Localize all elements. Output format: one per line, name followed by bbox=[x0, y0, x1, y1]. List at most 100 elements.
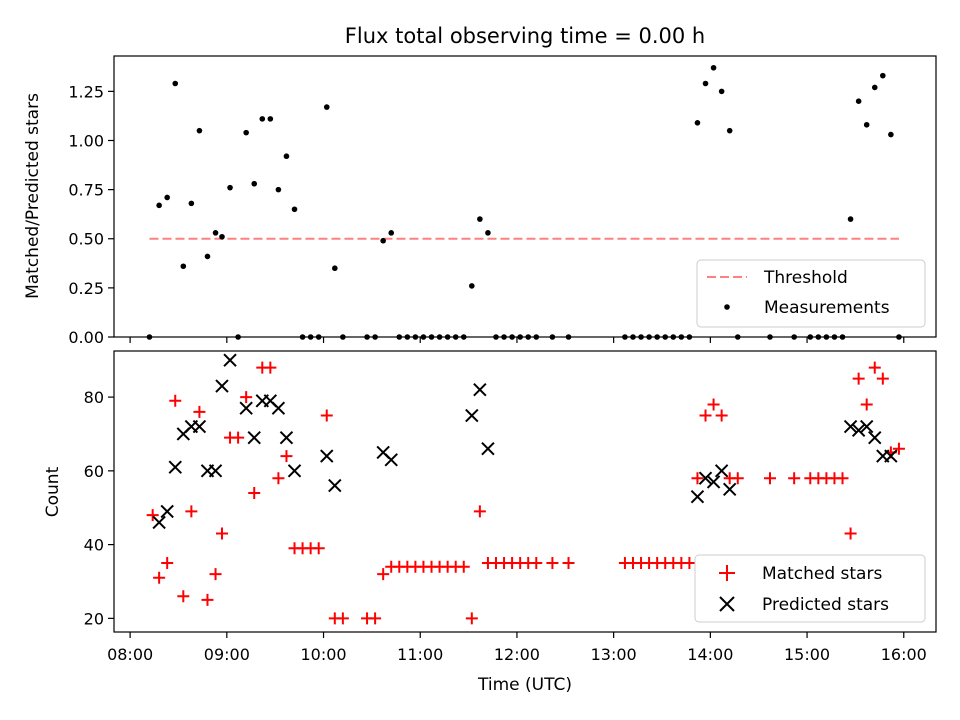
predicted-star-marker bbox=[722, 482, 737, 496]
predicted-star-marker bbox=[859, 419, 874, 434]
predicted-star-marker bbox=[465, 408, 479, 423]
matched-star-marker bbox=[562, 557, 575, 570]
matched-star-marker bbox=[153, 571, 166, 584]
measurement-point bbox=[180, 263, 187, 270]
measurement-point bbox=[196, 127, 203, 134]
matched-star-marker bbox=[177, 590, 190, 603]
x-tick-label: 12:00 bbox=[494, 645, 540, 664]
matched-star-marker bbox=[868, 361, 881, 374]
matched-star-marker bbox=[193, 405, 206, 418]
predicted-star-marker bbox=[473, 383, 487, 397]
measurement-point bbox=[718, 88, 725, 95]
measurement-point bbox=[388, 230, 395, 236]
predicted-star-marker bbox=[320, 449, 334, 463]
top-y-tick-label: 1.00 bbox=[68, 131, 104, 150]
bottom-legend-box bbox=[694, 554, 926, 623]
x-axis-label: Time (UTC) bbox=[477, 675, 572, 695]
matched-star-marker bbox=[691, 472, 704, 485]
predicted-star-marker bbox=[239, 401, 253, 415]
measurement-point bbox=[469, 283, 475, 289]
top-axes-ticks: 0.00 0.25 0.50 0.75 1.00 1.25 bbox=[68, 82, 905, 347]
matched-star-marker bbox=[763, 472, 776, 485]
top-y-tick-label: 0.75 bbox=[68, 181, 104, 200]
predicted-star-marker bbox=[884, 449, 898, 463]
bottom-y-tick-label: 80 bbox=[84, 388, 104, 407]
predicted-star-marker bbox=[851, 423, 866, 437]
measurement-point bbox=[380, 237, 386, 244]
matched-star-marker bbox=[161, 557, 174, 570]
matched-star-marker bbox=[715, 409, 728, 422]
matched-star-marker bbox=[731, 472, 744, 485]
matched-star-marker bbox=[146, 509, 159, 522]
ratio-panel: Flux total observing time = 0.00 h Match… bbox=[23, 24, 937, 347]
measurement-point bbox=[156, 202, 162, 209]
top-y-tick-label: 0.00 bbox=[68, 328, 104, 347]
measurement-point bbox=[243, 129, 249, 136]
predicted-star-marker bbox=[160, 504, 174, 519]
predicted-stars-layer bbox=[152, 353, 898, 530]
bottom-y-tick-label: 20 bbox=[84, 609, 104, 628]
measurement-point bbox=[855, 98, 862, 104]
top-legend-box bbox=[696, 259, 926, 328]
measurement-point bbox=[332, 265, 338, 272]
predicted-star-marker bbox=[690, 489, 705, 504]
measurement-point bbox=[880, 72, 886, 79]
matched-star-marker bbox=[240, 391, 253, 404]
matched-star-marker bbox=[336, 612, 349, 625]
measurement-point bbox=[251, 180, 258, 187]
measurement-point bbox=[694, 120, 701, 126]
predicted-star-marker bbox=[208, 464, 223, 478]
predicted-star-marker bbox=[328, 478, 342, 493]
predicted-star-marker bbox=[247, 430, 261, 445]
bottom-axes-ticks: 20 40 60 80 08:00 09:00 10:00 11:00 12:00 13:00 14… bbox=[84, 388, 927, 664]
measurement-point bbox=[275, 186, 282, 193]
predicted-star-marker bbox=[698, 471, 713, 485]
predicted-legend-swatch bbox=[719, 596, 735, 612]
predicted-star-marker bbox=[192, 419, 207, 434]
matched-star-marker bbox=[465, 612, 478, 625]
measurement-point bbox=[871, 84, 878, 91]
matched-star-marker bbox=[860, 398, 873, 411]
x-tick-label: 14:00 bbox=[687, 645, 733, 664]
matched-star-marker bbox=[457, 560, 470, 573]
matched-star-marker bbox=[280, 450, 293, 463]
measurement-point bbox=[847, 216, 854, 222]
predicted-star-marker bbox=[384, 453, 398, 467]
x-tick-label: 16:00 bbox=[881, 645, 927, 664]
matched-star-marker bbox=[876, 372, 889, 385]
matched-star-marker bbox=[272, 472, 285, 485]
predicted-star-marker bbox=[271, 401, 286, 415]
measurement-point bbox=[164, 194, 170, 201]
count-panel: Count Time (UTC) 20 40 60 80 08:00 09:00 10:00… bbox=[43, 350, 937, 695]
matched-star-marker bbox=[369, 612, 382, 625]
matched-star-marker bbox=[707, 398, 720, 411]
matched-star-marker bbox=[312, 542, 325, 555]
predicted-star-marker bbox=[168, 460, 182, 474]
matched-star-marker bbox=[209, 568, 222, 581]
matched-star-marker bbox=[892, 442, 905, 455]
matched-star-marker bbox=[788, 472, 801, 485]
top-legend: Threshold Measurements bbox=[696, 259, 926, 328]
top-y-axis-label: Matched/Predicted stars bbox=[23, 93, 43, 299]
top-y-tick-label: 0.50 bbox=[68, 230, 104, 249]
threshold-legend-label: Threshold bbox=[763, 268, 848, 288]
predicted-star-marker bbox=[706, 475, 721, 489]
matched-star-marker bbox=[473, 505, 486, 518]
bottom-y-tick-label: 60 bbox=[84, 462, 104, 481]
x-tick-label: 11:00 bbox=[397, 645, 443, 664]
matched-star-marker bbox=[546, 557, 559, 570]
measurement-point bbox=[477, 216, 483, 222]
x-tick-label: 08:00 bbox=[107, 645, 153, 664]
matched-star-marker bbox=[215, 527, 228, 540]
measurement-point bbox=[485, 230, 491, 236]
measurement-point bbox=[888, 131, 894, 138]
matched-star-marker bbox=[185, 505, 198, 518]
top-axes-frame bbox=[113, 55, 937, 338]
matched-star-marker bbox=[683, 557, 696, 570]
matched-star-marker bbox=[264, 361, 277, 374]
matched-star-marker bbox=[248, 486, 261, 499]
predicted-legend-label: Predicted stars bbox=[762, 595, 889, 615]
bottom-legend: Matched stars Predicted stars bbox=[694, 554, 926, 623]
measurements-legend-label: Measurements bbox=[764, 298, 890, 318]
measurement-point bbox=[863, 121, 870, 128]
